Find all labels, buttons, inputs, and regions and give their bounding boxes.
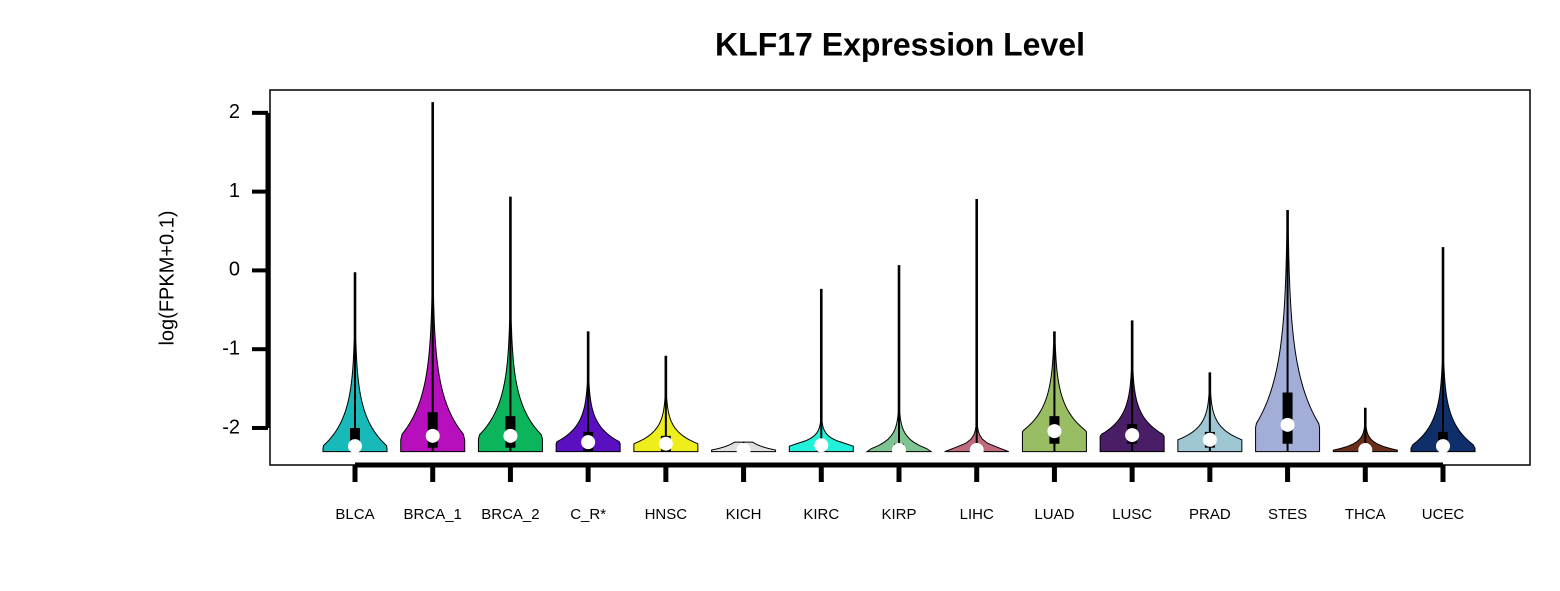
median: [736, 443, 751, 458]
x-tick-label: KICH: [726, 506, 762, 523]
median: [1202, 432, 1217, 447]
y-tick-label: 1: [229, 180, 240, 202]
median: [969, 443, 984, 458]
x-tick-label: LUAD: [1034, 506, 1074, 523]
y-tick-label: -2: [222, 416, 240, 438]
x-tick-label: UCEC: [1422, 506, 1465, 523]
y-tick-label: 2: [229, 101, 240, 123]
x-tick-label: BRCA_1: [404, 506, 462, 523]
median: [1436, 439, 1450, 454]
median: [892, 443, 906, 458]
median: [1047, 424, 1062, 439]
median: [425, 428, 440, 443]
x-tick-label: THCA: [1345, 506, 1386, 523]
x-tick-label: BLCA: [335, 506, 374, 523]
median: [348, 439, 362, 454]
x-tick-label: LIHC: [960, 506, 994, 523]
x-tick-label: KIRC: [803, 506, 839, 523]
median: [1280, 417, 1295, 432]
x-tick-label: C_R*: [570, 506, 606, 523]
x-tick-label: HNSC: [645, 506, 688, 523]
x-tick-label: BRCA_2: [481, 506, 539, 523]
y-tick-label: 0: [229, 259, 240, 281]
x-tick-label: STES: [1268, 506, 1307, 523]
median: [1358, 443, 1373, 458]
median: [658, 436, 673, 451]
box: [350, 427, 360, 448]
chart-title: KLF17 Expression Level: [715, 26, 1085, 62]
median: [1125, 428, 1140, 443]
median: [503, 428, 518, 443]
x-tick-label: LUSC: [1112, 506, 1152, 523]
median: [581, 435, 596, 450]
median: [814, 438, 829, 453]
y-tick-label: -1: [222, 337, 240, 359]
y-axis-label: log(FPKM+0.1): [156, 210, 178, 345]
x-tick-label: PRAD: [1189, 506, 1231, 523]
x-tick-label: KIRP: [881, 506, 916, 523]
